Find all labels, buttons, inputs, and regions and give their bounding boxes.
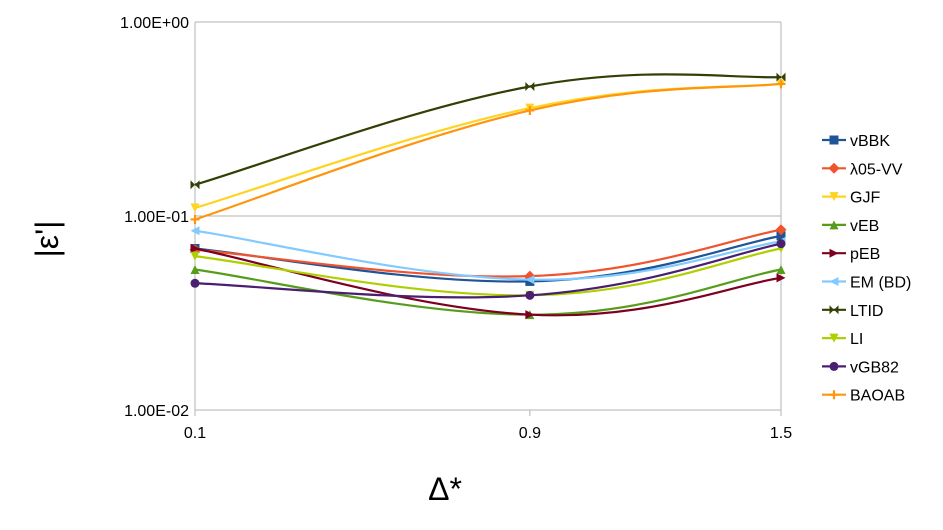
legend-marker xyxy=(829,192,839,202)
legend-marker xyxy=(828,162,840,174)
data-point-veb xyxy=(776,264,786,274)
legend-marker xyxy=(829,135,839,145)
data-point-vgb82 xyxy=(525,290,535,300)
data-point-baoab xyxy=(190,214,200,224)
legend-item-vgb82: vGB82 xyxy=(822,359,899,376)
axes: 1.00E+00 1.00E-01 1.00E-02 0.1 0.9 1.5 xyxy=(120,15,792,442)
series-ltid xyxy=(190,72,786,190)
legend-item-li: LI xyxy=(822,331,863,348)
legend-label: EM (BD) xyxy=(850,275,911,292)
x-tick-label: 0.1 xyxy=(184,425,206,442)
data-point-05-vv xyxy=(775,224,787,236)
y-tick-label: 1.00E-02 xyxy=(124,403,189,420)
data-point-vgb82 xyxy=(776,239,786,249)
legend-item-05-vv: λ05-VV xyxy=(822,161,903,178)
legend-label: LTID xyxy=(850,303,883,320)
legend-label: vEB xyxy=(850,218,879,235)
data-point-em-bd xyxy=(190,226,200,236)
legend-marker xyxy=(829,361,839,371)
data-point-ltid xyxy=(525,82,535,92)
data-point-em-bd xyxy=(525,275,535,285)
legend-label: BAOAB xyxy=(850,388,905,405)
series-line-ltid xyxy=(194,73,782,186)
data-point-ltid xyxy=(190,180,200,190)
data-point-peb xyxy=(776,273,786,283)
data-point-li xyxy=(190,251,200,261)
legend-marker xyxy=(829,390,839,400)
series-gjf xyxy=(190,79,786,213)
grid-lines xyxy=(194,21,782,411)
legend-label: pEB xyxy=(850,246,880,263)
legend-label: vGB82 xyxy=(850,359,899,376)
data-point-peb xyxy=(190,243,200,253)
series-baoab xyxy=(190,79,786,224)
legend-item-gjf: GJF xyxy=(822,190,880,207)
legend: vBBK λ05-VV GJF vEB pEB EM (BD) LTID LI vGB82 BAO… xyxy=(822,133,911,405)
data-point-vbbk xyxy=(776,231,786,241)
data-point-peb xyxy=(525,310,535,320)
data-point-ltid xyxy=(776,72,786,82)
legend-marker xyxy=(829,248,839,258)
legend-label: GJF xyxy=(850,190,880,207)
legend-marker xyxy=(829,333,839,343)
data-point-veb xyxy=(190,264,200,274)
legend-item-peb: pEB xyxy=(822,246,880,263)
legend-marker xyxy=(829,305,839,315)
series-vgb82 xyxy=(190,239,786,300)
legend-item-em-bd: EM (BD) xyxy=(822,275,911,292)
y-tick-label: 1.00E+00 xyxy=(120,15,189,32)
legend-marker xyxy=(829,220,839,230)
x-tick-label: 1.5 xyxy=(770,425,792,442)
series-05-vv xyxy=(189,224,787,282)
legend-marker xyxy=(829,277,839,286)
data-point-baoab xyxy=(776,79,786,89)
data-point-baoab xyxy=(525,105,535,115)
x-axis-title: Δ* xyxy=(428,471,462,507)
legend-item-veb: vEB xyxy=(822,218,879,235)
data-point-vgb82 xyxy=(190,278,200,288)
series-line-baoab xyxy=(194,82,782,221)
legend-label: vBBK xyxy=(850,133,890,150)
legend-label: λ05-VV xyxy=(850,161,903,178)
legend-item-ltid: LTID xyxy=(822,303,883,320)
x-tick-label: 0.9 xyxy=(519,425,541,442)
legend-item-baoab: BAOAB xyxy=(822,388,905,405)
legend-item-vbbk: vBBK xyxy=(822,133,890,150)
series-lines xyxy=(189,72,787,320)
legend-label: LI xyxy=(850,331,863,348)
data-point-gjf xyxy=(190,203,200,213)
y-tick-label: 1.00E-01 xyxy=(124,209,189,226)
y-axis-title: |ε'| xyxy=(29,221,65,258)
